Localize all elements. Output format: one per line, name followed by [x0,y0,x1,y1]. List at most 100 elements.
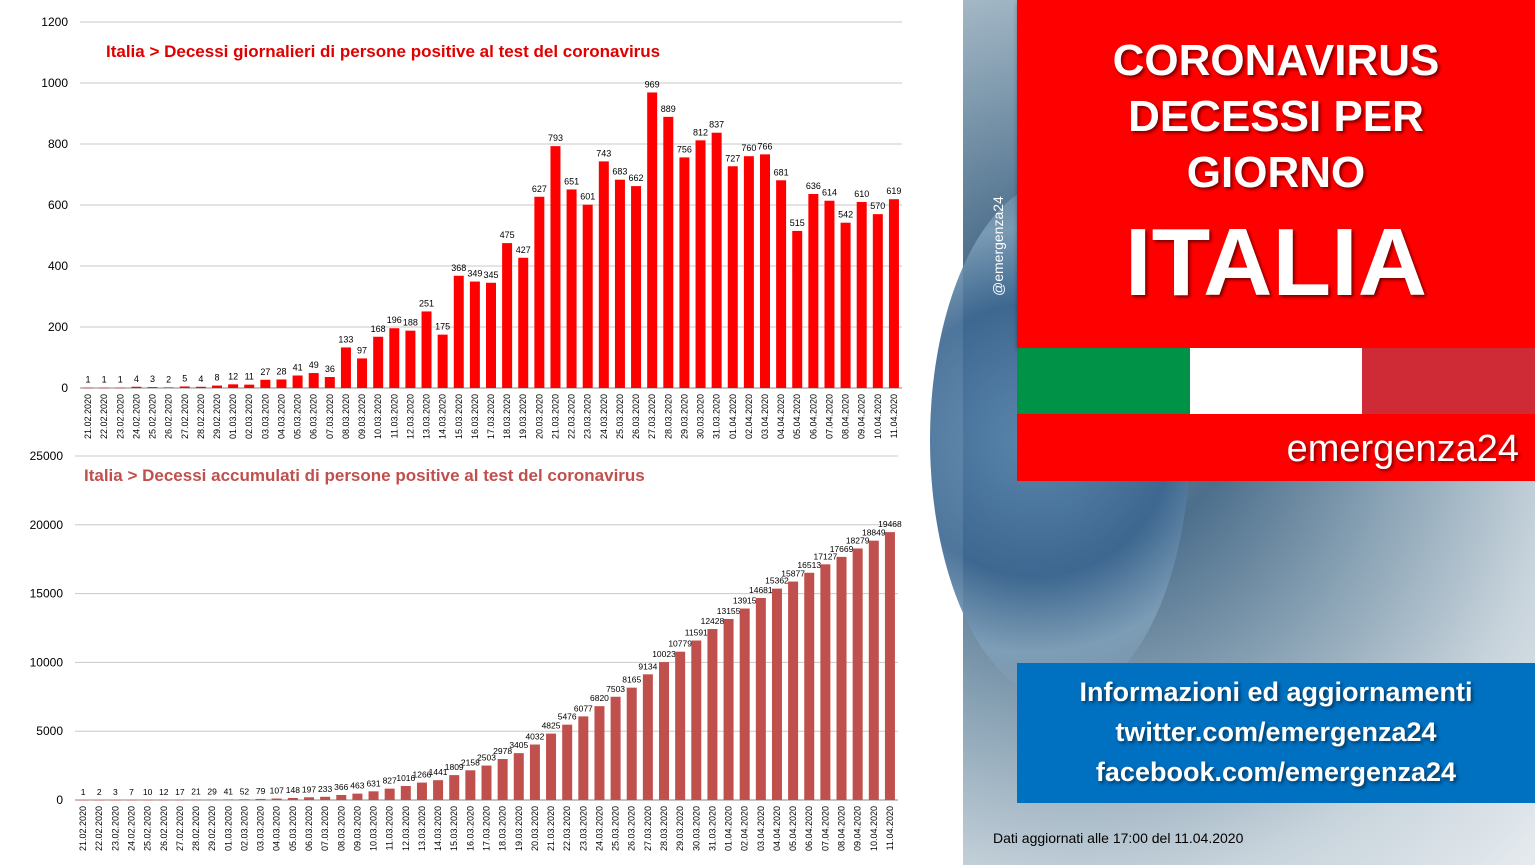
chart-0-bar [99,387,110,389]
chart-0-bar [486,282,496,388]
chart-1-bar [110,799,121,801]
chart-1-x-label: 07.03.2020 [320,806,330,851]
chart-0-data-label: 727 [725,153,740,163]
chart-1-x-label: 26.02.2020 [159,806,169,851]
charts-svg: 0 200 400 600 800 1000 1200 Italia > Decessi gi… [30,15,902,851]
chart-0-x-label: 17.03.2020 [486,394,496,439]
chart-0-x-label: 13.03.2020 [422,394,432,439]
chart-1-x-label: 01.04.2020 [724,806,734,851]
brand-name: emergenza24 [1286,428,1519,470]
chart-1-data-label: 12 [159,787,169,797]
chart-1-data-label: 631 [366,778,380,788]
chart-0-bar [260,379,271,388]
chart-1-x-label: 01.03.2020 [223,806,233,851]
chart-0-bar [808,194,819,388]
chart-1-x-label: 05.03.2020 [288,806,298,851]
chart-1-x-label: 04.04.2020 [772,806,782,851]
chart-1-data-label: 12428 [701,616,725,626]
chart-0-data-label: 5 [182,373,187,383]
chart-0-x-label: 01.03.2020 [228,394,238,439]
chart-0-x-label: 22.02.2020 [99,394,109,439]
chart-1-bar [158,799,169,801]
chart-0-x-label: 10.03.2020 [373,394,383,439]
chart-0-bar [195,386,206,388]
chart-0-data-label: 743 [596,148,611,158]
info-facebook-link[interactable]: facebook.com/emergenza24 [1095,757,1457,787]
info-box: Informazioni ed aggiornamenti twitter.co… [1017,663,1535,803]
chart-1-data-label: 2978 [493,746,512,756]
chart-0-ytick-label: 400 [48,259,68,273]
chart-0-data-label: 756 [677,144,692,154]
flag-red-stripe [1362,348,1535,414]
chart-0-data-label: 49 [309,360,319,370]
chart-1-bar [788,581,799,800]
chart-0-x-label: 22.03.2020 [567,394,577,439]
chart-0-data-label: 1 [86,375,91,385]
title-box: CORONAVIRUS DECESSI PER GIORNO ITALIA [1017,0,1535,348]
chart-0-x-label: 10.04.2020 [873,394,883,439]
chart-0-x-label: 05.03.2020 [293,394,303,439]
chart-1-x-label: 08.04.2020 [837,806,847,851]
chart-1-bar [836,556,847,800]
chart-1-x-label: 16.03.2020 [465,806,475,851]
chart-1-ytick-label: 10000 [30,655,64,669]
chart-1-bar [562,724,573,800]
chart-1-bar [239,799,250,800]
chart-1-data-label: 5476 [558,712,577,722]
chart-0-data-label: 475 [500,230,515,240]
chart-0-x-label: 24.03.2020 [599,394,609,439]
chart-0-data-label: 1 [102,375,107,385]
chart-0-data-label: 969 [645,79,660,89]
chart-1-data-label: 6820 [590,693,609,703]
chart-0-bar [727,166,738,388]
info-twitter-link[interactable]: twitter.com/emergenza24 [1115,717,1437,747]
chart-0-x-label: 24.02.2020 [131,394,141,439]
chart-1-data-label: 10779 [668,639,692,649]
chart-0-ytick-label: 1000 [41,76,68,90]
update-note: Dati aggiornati alle 17:00 del 11.04.202… [993,830,1244,846]
chart-1-data-label: 197 [302,784,316,794]
chart-1-data-label: 2503 [477,753,496,763]
chart-0-bar [340,347,351,388]
chart-0-bar [163,387,174,388]
chart-0-x-label: 09.04.2020 [857,394,867,439]
chart-0-x-label: 02.03.2020 [244,394,254,439]
chart-1-bar [884,532,895,800]
chart-0-x-label: 21.02.2020 [83,394,93,439]
chart-1-data-label: 7503 [606,684,625,694]
chart-1-data-label: 1441 [429,767,448,777]
chart-1-bar [771,588,782,800]
chart-1-x-label: 10.03.2020 [369,806,379,851]
chart-0-x-label: 07.04.2020 [824,394,834,439]
chart-1-data-label: 366 [334,782,348,792]
chart-0-bar [502,243,513,388]
chart-1-x-label: 03.04.2020 [756,806,766,851]
chart-1-bar [287,797,298,800]
chart-1-bar [384,788,395,800]
chart-1-bar [433,780,444,800]
chart-1-bar [642,674,653,800]
chart-1-x-label: 27.02.2020 [175,806,185,851]
title-line-1: CORONAVIRUS [1112,36,1440,85]
chart-0-bar [115,387,126,389]
chart-1-x-label: 02.03.2020 [239,806,249,851]
chart-1-bar [191,799,202,801]
chart-1-data-label: 17669 [830,544,854,554]
chart-0-data-label: 368 [451,263,466,273]
chart-0-x-label: 31.03.2020 [712,394,722,439]
chart-0-bar [566,189,577,388]
chart-0-bar [437,334,448,388]
chart-0-bar [131,386,142,388]
chart-1-x-label: 07.04.2020 [820,806,830,851]
chart-0-data-label: 683 [612,167,627,177]
chart-1-data-label: 1266 [412,770,431,780]
chart-1-data-label: 18279 [846,535,870,545]
chart-1-x-label: 23.03.2020 [578,806,588,851]
chart-1-bar [400,786,411,800]
chart-0-bar [824,200,835,388]
chart-0-data-label: 610 [854,189,869,199]
chart-0-bar [147,387,158,388]
chart-0-x-label: 19.03.2020 [518,394,528,439]
chart-0-data-label: 542 [838,210,853,220]
chart-0-ytick-label: 800 [48,137,68,151]
